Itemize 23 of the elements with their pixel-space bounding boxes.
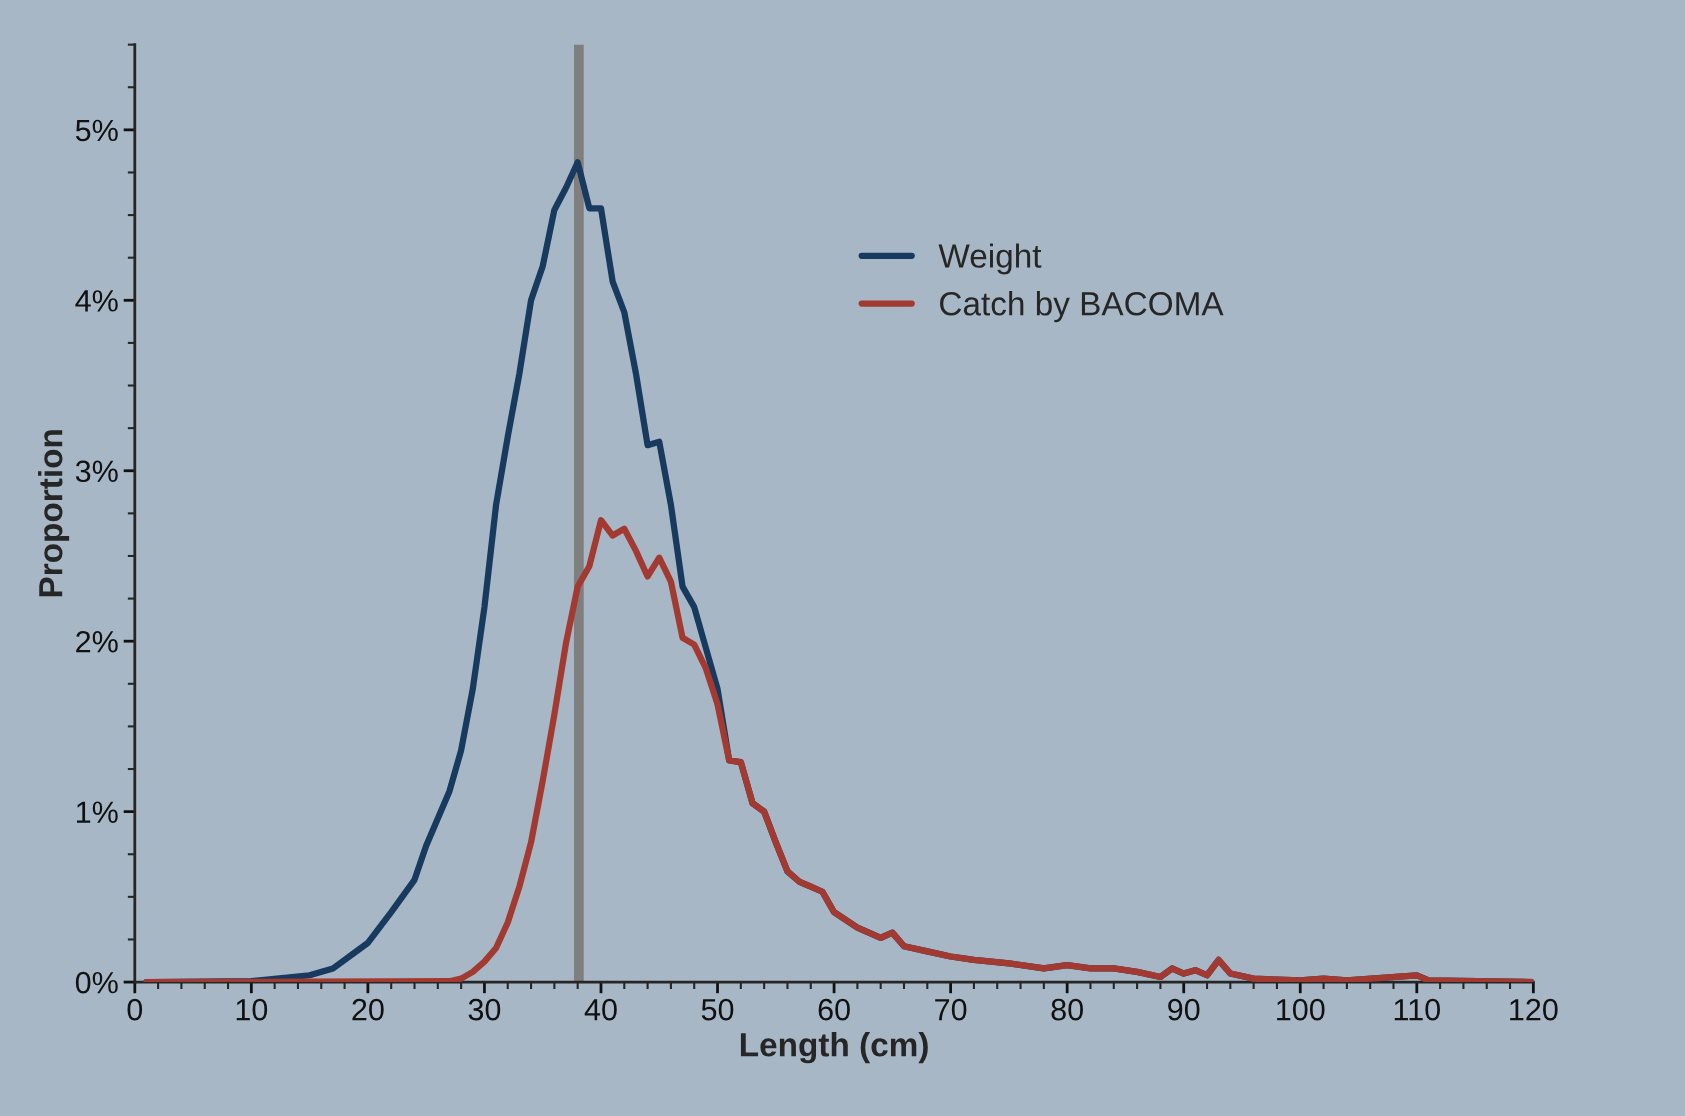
x-tick-label: 70	[935, 998, 967, 1021]
x-tick-label: 110	[1394, 998, 1440, 1021]
x-tick-label: 40	[584, 998, 617, 1021]
x-tick-label: 10	[236, 998, 268, 1021]
x-tick-label: 100	[1277, 998, 1325, 1021]
y-axis-title: Proportion	[38, 430, 70, 597]
legend-label: Weight	[938, 243, 1042, 275]
x-axis-title: Length (cm)	[740, 1032, 928, 1064]
x-tick-label: 120	[1510, 998, 1558, 1021]
x-tick-label: 60	[818, 998, 850, 1021]
y-tick-label: 0%	[75, 971, 118, 994]
y-tick-label: 3%	[75, 460, 118, 483]
y-tick-label: 5%	[75, 119, 118, 142]
x-tick-label: 80	[1051, 998, 1083, 1021]
legend-label: Catch by BACOMA	[940, 291, 1224, 323]
x-tick-label: 90	[1168, 998, 1200, 1021]
y-tick-label: 2%	[76, 630, 118, 653]
y-tick-label: 4%	[75, 290, 118, 312]
y-tick-label: 1%	[77, 801, 118, 823]
x-tick-label: 30	[468, 998, 501, 1021]
x-tick-label: 0	[127, 998, 143, 1021]
x-tick-label: 50	[701, 998, 734, 1021]
x-tick-label: 20	[352, 998, 384, 1021]
